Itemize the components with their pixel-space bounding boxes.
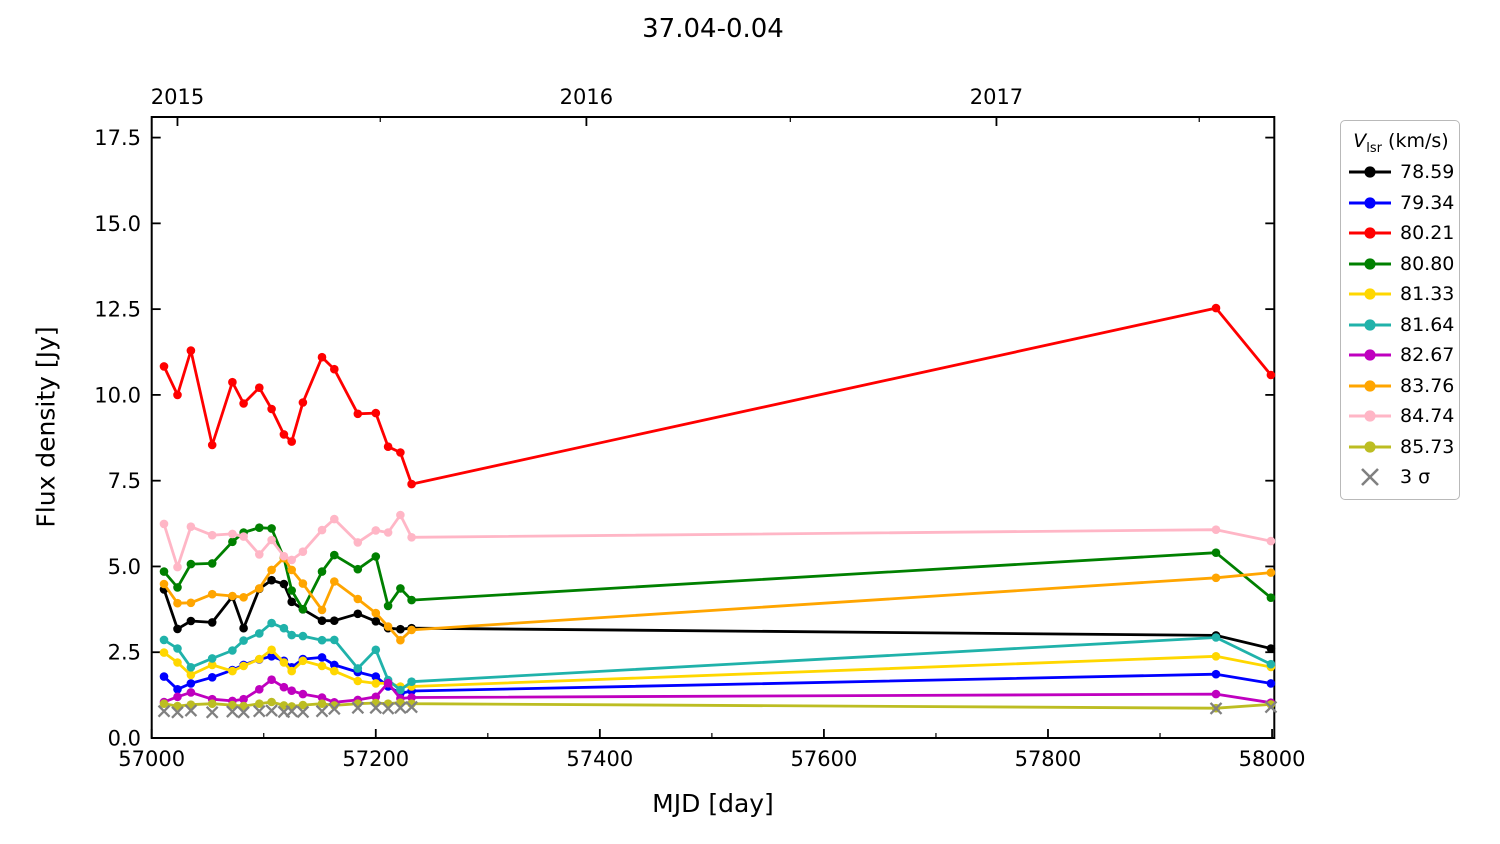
legend-line-marker-icon bbox=[1349, 349, 1391, 361]
legend-entry-label: 80.21 bbox=[1400, 222, 1455, 245]
legend-entry-label: 80.80 bbox=[1400, 252, 1455, 275]
legend-entry-label: 85.73 bbox=[1400, 435, 1455, 458]
legend-entry: 80.21 bbox=[1347, 218, 1455, 249]
svg-text:10.0: 10.0 bbox=[94, 383, 141, 407]
legend-line-marker-icon bbox=[1349, 441, 1391, 453]
svg-text:7.5: 7.5 bbox=[108, 469, 141, 493]
x-axis-label: MJD [day] bbox=[652, 789, 774, 818]
svg-text:17.5: 17.5 bbox=[94, 126, 141, 150]
legend-entries: 78.59 79.34 80.21 80.80 81.33 81.64 82.67 83.76… bbox=[1347, 157, 1455, 493]
legend-entry: 80.80 bbox=[1347, 249, 1455, 280]
legend-line-marker-icon bbox=[1349, 288, 1391, 300]
legend-line-marker-icon bbox=[1349, 380, 1391, 392]
legend-entry: 82.67 bbox=[1347, 340, 1455, 371]
legend-entry-label: 82.67 bbox=[1400, 344, 1455, 367]
legend-entry-label: 84.74 bbox=[1400, 405, 1455, 428]
legend-entry-label: 81.33 bbox=[1400, 283, 1455, 306]
legend-line-marker-icon bbox=[1349, 258, 1391, 270]
svg-text:5.0: 5.0 bbox=[108, 555, 141, 579]
svg-text:12.5: 12.5 bbox=[94, 298, 141, 322]
legend: Vlsr (km/s) 78.59 79.34 80.21 80.80 81.33 81.… bbox=[1340, 120, 1460, 500]
legend-title-units: (km/s) bbox=[1382, 130, 1449, 152]
legend-line-marker-icon bbox=[1349, 410, 1391, 422]
legend-entry: 81.33 bbox=[1347, 279, 1455, 310]
svg-text:2016: 2016 bbox=[560, 85, 613, 109]
legend-line-marker-icon bbox=[1349, 197, 1391, 209]
svg-text:57400: 57400 bbox=[566, 747, 633, 771]
legend-entry: 84.74 bbox=[1347, 401, 1455, 432]
svg-text:57000: 57000 bbox=[118, 747, 185, 771]
svg-text:57600: 57600 bbox=[791, 747, 858, 771]
svg-text:15.0: 15.0 bbox=[94, 212, 141, 236]
legend-entry-label: 78.59 bbox=[1400, 161, 1455, 184]
legend-line-marker-icon bbox=[1349, 227, 1391, 239]
legend-entry: 83.76 bbox=[1347, 371, 1455, 402]
legend-entry-label: 81.64 bbox=[1400, 313, 1455, 336]
legend-entry: 85.73 bbox=[1347, 432, 1455, 463]
svg-text:58000: 58000 bbox=[1239, 747, 1306, 771]
legend-entry: 81.64 bbox=[1347, 310, 1455, 341]
svg-text:57800: 57800 bbox=[1015, 747, 1082, 771]
svg-text:57200: 57200 bbox=[342, 747, 409, 771]
legend-title-subscript: lsr bbox=[1366, 140, 1383, 156]
legend-entry: 79.34 bbox=[1347, 188, 1455, 219]
legend-entry-sigma: 3 σ bbox=[1347, 462, 1455, 493]
legend-x-marker-icon bbox=[1361, 468, 1379, 487]
svg-text:2017: 2017 bbox=[970, 85, 1023, 109]
y-axis-label: Flux density [Jy] bbox=[31, 326, 61, 528]
legend-title-variable: V bbox=[1353, 130, 1367, 152]
svg-text:2015: 2015 bbox=[151, 85, 204, 109]
figure-title: 37.04-0.04 bbox=[642, 14, 784, 44]
legend-line-marker-icon bbox=[1349, 319, 1391, 331]
legend-entry-label: 3 σ bbox=[1400, 466, 1431, 489]
legend-title: Vlsr (km/s) bbox=[1347, 127, 1455, 157]
legend-entry: 78.59 bbox=[1347, 157, 1455, 188]
svg-text:0.0: 0.0 bbox=[108, 727, 141, 751]
legend-entry-label: 79.34 bbox=[1400, 191, 1455, 214]
svg-text:2.5: 2.5 bbox=[108, 641, 141, 665]
legend-entry-label: 83.76 bbox=[1400, 374, 1455, 397]
legend-line-marker-icon bbox=[1349, 166, 1391, 178]
